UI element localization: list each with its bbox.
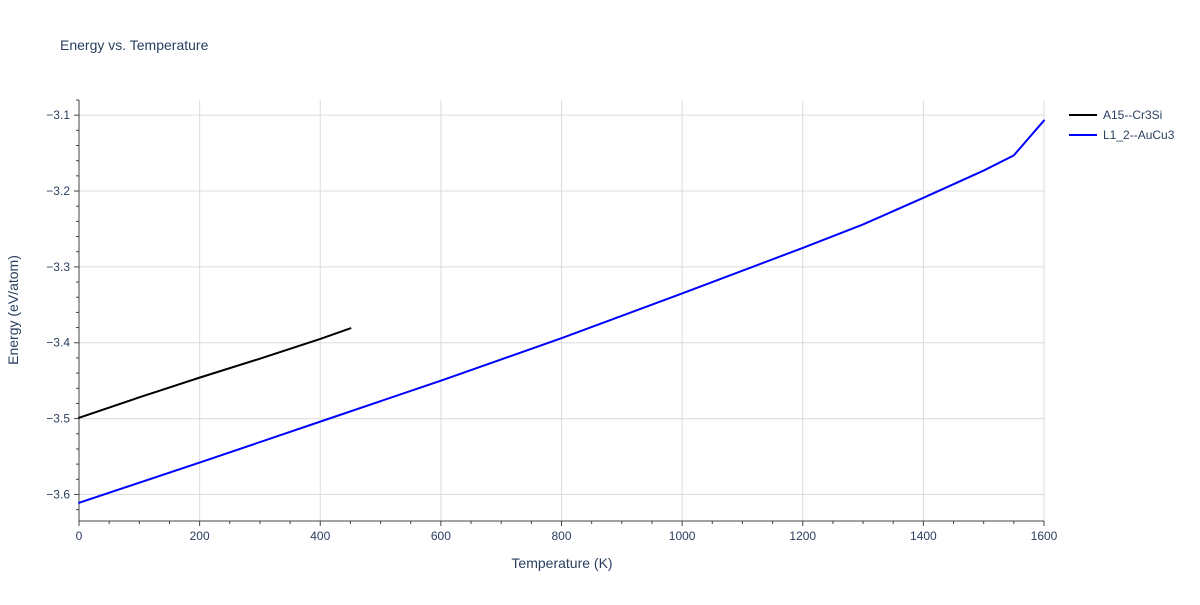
- y-tick-label: −3.1: [46, 108, 70, 122]
- y-tick-label: −3.5: [46, 412, 70, 426]
- y-axis-title: Energy (eV/atom): [5, 255, 21, 365]
- x-tick-label: 1600: [1031, 529, 1058, 543]
- x-tick-label: 1400: [910, 529, 937, 543]
- chart-title: Energy vs. Temperature: [60, 37, 209, 53]
- x-tick-label: 0: [76, 529, 83, 543]
- series-line-2[interactable]: [78, 119, 1045, 504]
- legend-label: A15--Cr3Si: [1103, 108, 1162, 122]
- x-axis-title: Temperature (K): [511, 555, 612, 571]
- x-axis-ticks: 0 200 400 600 800 1000 1200 1400 1600: [76, 521, 1058, 543]
- x-tick-label: 800: [551, 529, 571, 543]
- legend[interactable]: A15--Cr3Si L1_2--AuCu3: [1069, 108, 1175, 142]
- x-tick-label: 200: [190, 529, 210, 543]
- legend-item[interactable]: L1_2--AuCu3: [1069, 128, 1175, 142]
- x-tick-label: 1200: [789, 529, 816, 543]
- series-line-1[interactable]: [78, 327, 352, 419]
- y-tick-label: −3.3: [46, 260, 70, 274]
- y-tick-label: −3.2: [46, 184, 70, 198]
- x-tick-label: 400: [310, 529, 330, 543]
- x-tick-label: 600: [431, 529, 451, 543]
- y-tick-label: −3.6: [46, 487, 70, 501]
- plot-series: [78, 119, 1045, 504]
- x-tick-label: 1000: [669, 529, 696, 543]
- y-tick-label: −3.4: [46, 336, 70, 350]
- legend-label: L1_2--AuCu3: [1103, 128, 1175, 142]
- grid-lines: [79, 100, 1045, 521]
- legend-item[interactable]: A15--Cr3Si: [1069, 108, 1162, 122]
- y-axis-ticks: −3.6 −3.5 −3.4 −3.3 −3.2 −3.1: [46, 99, 79, 511]
